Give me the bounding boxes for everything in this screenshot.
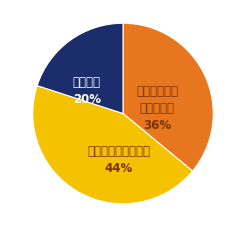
Text: 知らない
20%: 知らない 20%	[73, 76, 101, 106]
Wedge shape	[33, 86, 193, 204]
Wedge shape	[123, 23, 213, 171]
Wedge shape	[37, 23, 123, 114]
Text: 内容も含めて
知っている
36%: 内容も含めて 知っている 36%	[136, 86, 178, 133]
Text: 概要だけ知っている
44%: 概要だけ知っている 44%	[87, 146, 150, 175]
